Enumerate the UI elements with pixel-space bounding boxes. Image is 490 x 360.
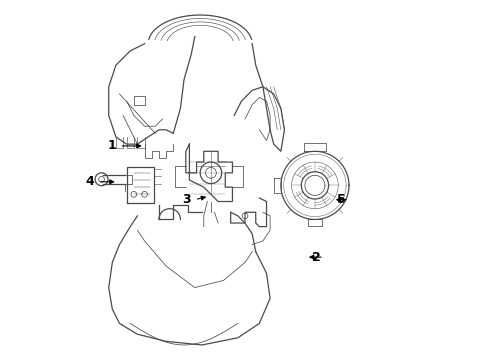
Bar [134, 96, 145, 105]
Text: 5: 5 [337, 193, 345, 206]
Text: 2: 2 [312, 251, 320, 264]
Text: 1: 1 [107, 139, 116, 152]
Text: 3: 3 [183, 193, 191, 206]
Text: 4: 4 [86, 175, 95, 188]
